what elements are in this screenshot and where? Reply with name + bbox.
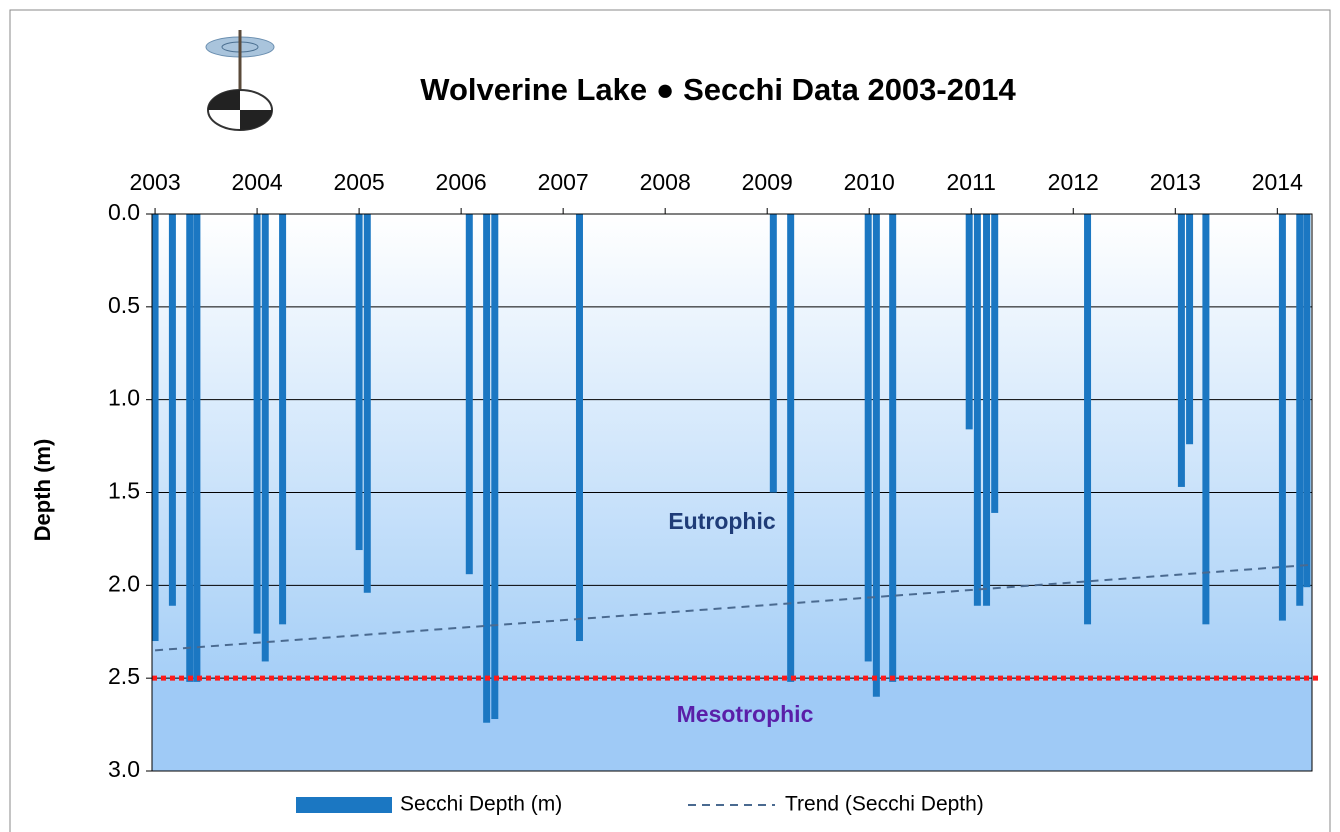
bar [151, 214, 159, 642]
x-tick-label: 2011 [947, 169, 996, 195]
bar [1202, 214, 1210, 625]
zone-label: Eutrophic [668, 508, 776, 534]
bar [363, 214, 371, 593]
bar [991, 214, 999, 513]
bar [1303, 214, 1311, 588]
logo [205, 30, 275, 131]
bar [1278, 214, 1286, 621]
y-tick-label: 0.5 [108, 292, 140, 318]
bar [168, 214, 176, 606]
bar [261, 214, 269, 662]
bar [253, 214, 261, 634]
x-tick-label: 2013 [1150, 169, 1201, 195]
trend-line [154, 563, 1311, 652]
bar [193, 214, 201, 682]
bar [1186, 214, 1194, 445]
bar [186, 214, 194, 682]
bar [491, 214, 499, 720]
x-tick-label: 2007 [538, 169, 589, 195]
plot-border [151, 213, 1313, 772]
bar [465, 214, 473, 575]
plot-background-lower [152, 678, 1312, 771]
bar [983, 214, 991, 606]
bar [965, 214, 973, 430]
x-tick-label: 2004 [231, 169, 282, 195]
y-tick-label: 1.5 [108, 478, 140, 504]
y-tick-label: 2.5 [108, 663, 140, 689]
bar [575, 214, 583, 642]
bar [864, 214, 872, 662]
y-tick-label: 2.0 [108, 570, 140, 596]
bar [279, 214, 287, 625]
chart-title: Wolverine Lake ● Secchi Data 2003-2014 [420, 72, 1016, 107]
legend-label: Trend (Secchi Depth) [785, 793, 984, 816]
bar [889, 214, 897, 682]
x-tick-label: 2005 [334, 169, 385, 195]
x-tick-label: 2006 [436, 169, 487, 195]
legend-label: Secchi Depth (m) [400, 793, 562, 816]
bar [973, 214, 981, 606]
bar [355, 214, 363, 551]
bar [787, 214, 795, 682]
y-tick-label: 1.0 [108, 385, 140, 411]
bar [872, 214, 880, 697]
legend-swatch [296, 797, 392, 813]
y-axis-label: Depth (m) [30, 439, 55, 542]
bar [1296, 214, 1304, 606]
y-tick-label: 3.0 [108, 756, 140, 782]
bar [1177, 214, 1185, 487]
x-tick-label: 2009 [742, 169, 793, 195]
zone-label: Mesotrophic [677, 701, 814, 727]
x-tick-label: 2014 [1252, 169, 1303, 195]
x-tick-label: 2012 [1048, 169, 1099, 195]
bar [769, 214, 777, 493]
bar [483, 214, 491, 723]
y-tick-label: 0.0 [108, 199, 140, 225]
x-tick-label: 2010 [844, 169, 895, 195]
plot-background [152, 214, 1312, 679]
x-tick-label: 2003 [129, 169, 180, 195]
bar [1084, 214, 1092, 625]
x-tick-label: 2008 [640, 169, 691, 195]
